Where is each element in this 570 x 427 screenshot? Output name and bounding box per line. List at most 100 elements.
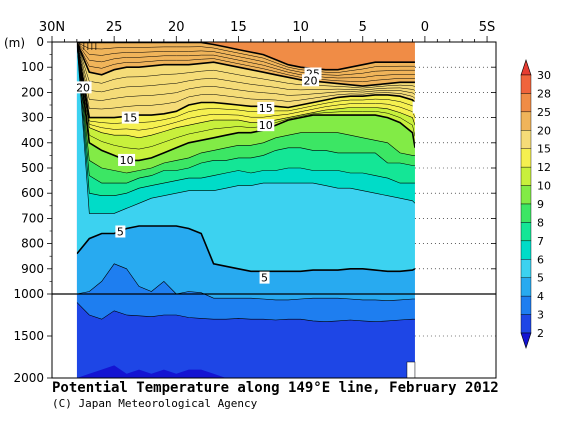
colorbar-label: 15	[537, 143, 551, 156]
colorbar-label: 25	[537, 106, 551, 119]
y-tick-label: 1500	[13, 329, 44, 343]
colorbar-segment	[520, 259, 532, 278]
isotherm-12	[76, 42, 416, 139]
no-data-corner	[406, 361, 416, 379]
colorbar-label: 3	[537, 309, 544, 322]
colorbar-label: 28	[537, 87, 551, 100]
colorbar-segment	[520, 148, 532, 168]
colorbar-label: 9	[537, 198, 544, 211]
isotherm-label-bg	[257, 119, 275, 132]
isotherm-17	[76, 42, 416, 101]
x-tick-label: 5	[359, 20, 367, 35]
y-tick-label: 300	[21, 111, 44, 125]
y-axis: (m) 0 100 200 300 400 500 600 700 800 900 1000 1500 2…	[4, 35, 496, 385]
isotherm-3	[76, 302, 415, 323]
isotherm-9	[76, 42, 415, 174]
y-tick-label: 400	[21, 136, 44, 150]
isotherm-label-bg	[259, 271, 270, 284]
isotherm-label-bg	[74, 81, 92, 94]
isotherm-7	[76, 42, 415, 196]
colorbar-label: 2	[537, 327, 544, 340]
isotherm-5	[76, 225, 416, 273]
fill-band-28	[77, 37, 415, 42]
isotherm-21	[76, 42, 415, 83]
y-tick-label: 0	[36, 35, 44, 49]
no-data-left	[52, 42, 77, 378]
plot-frame	[51, 41, 497, 379]
isotherm-22	[76, 42, 415, 79]
isotherm-19	[76, 42, 416, 89]
isotherm-8	[76, 42, 415, 184]
isotherm-6	[76, 42, 416, 214]
colorbar-segment	[520, 130, 532, 149]
y-axis-label: (m)	[4, 36, 25, 50]
colorbar-segment	[520, 166, 532, 186]
colorbar-segment	[520, 240, 532, 260]
colorbar-label: 4	[537, 290, 544, 303]
isotherm-label: 5	[261, 272, 268, 285]
y-tick-label: 100	[21, 60, 44, 74]
plot-border	[51, 41, 497, 379]
colorbar-label: 10	[537, 180, 551, 193]
isotherm-20	[76, 42, 415, 87]
colorbar-label: 20	[537, 124, 551, 137]
colorbar-segment	[520, 314, 532, 334]
colorbar-segment	[520, 203, 532, 223]
x-tick-label: 0	[421, 20, 429, 35]
colorbar-segment	[520, 185, 532, 205]
isotherm-label: 15	[123, 112, 137, 125]
colorbar-segment	[520, 74, 532, 94]
isotherm-label: 20	[304, 74, 318, 87]
isotherm-label-bg	[257, 102, 275, 115]
chart-credit: (C) Japan Meteorological Agency	[52, 397, 258, 410]
y-tick-label: 500	[21, 161, 44, 175]
y-tick-label: 200	[21, 85, 44, 99]
isotherm-label-bg	[118, 153, 136, 166]
x-tick-label: 5S	[479, 20, 496, 35]
isotherm-16	[76, 42, 416, 110]
colorbar-top-arrow	[520, 59, 532, 76]
x-tick-label: 15	[230, 20, 247, 35]
isotherm-label: 20	[76, 81, 90, 94]
colorbar-bottom-arrow	[520, 332, 532, 349]
y-tick-label: 700	[21, 211, 44, 225]
colorbar-segment	[520, 111, 532, 131]
colorbar-label: 5	[537, 272, 544, 285]
y-tick-label: 900	[21, 262, 44, 276]
x-tick-label: 25	[106, 20, 123, 35]
isotherm-label: 15	[259, 102, 273, 115]
isotherm-label: 10	[120, 154, 134, 167]
isotherm-label-bg	[121, 111, 139, 124]
isotherm-13	[76, 42, 416, 131]
y-tick-label: 1000	[13, 287, 44, 301]
isotherm-18	[76, 42, 416, 93]
x-axis: 30N 25 20 15 10 5 0 5S	[39, 20, 495, 42]
isotherm-24	[76, 42, 415, 73]
colorbar: 30 28 25 20 15 12 10 9 8 7 6 5 4 3 2	[520, 59, 551, 349]
isotherm-label: 10	[259, 119, 273, 132]
y-tick-label: 600	[21, 186, 44, 200]
isotherm-label-bg	[302, 74, 320, 87]
colorbar-segment	[520, 222, 532, 242]
fill-band-25	[201, 42, 415, 70]
y-tick-label: 2000	[13, 371, 44, 385]
isotherm-4	[76, 263, 415, 302]
colorbar-label: 8	[537, 216, 544, 229]
chart-title: Potential Temperature along 149°E line, …	[52, 380, 499, 396]
y-tick-label: 800	[21, 237, 44, 251]
colorbar-segment	[520, 93, 532, 113]
isotherm-label-bg	[115, 225, 126, 238]
colorbar-label: 12	[537, 161, 551, 174]
x-tick-label: 20	[168, 20, 185, 35]
x-tick-label: 30N	[39, 20, 65, 35]
colorbar-segment	[520, 295, 532, 315]
isotherm-23	[76, 42, 415, 76]
colorbar-label: 30	[537, 69, 551, 82]
isotherm-label: 5	[117, 226, 124, 239]
x-tick-label: 10	[292, 20, 309, 35]
isotherm-11	[76, 42, 416, 150]
no-data-right	[414, 42, 496, 378]
colorbar-label: 7	[537, 235, 544, 248]
